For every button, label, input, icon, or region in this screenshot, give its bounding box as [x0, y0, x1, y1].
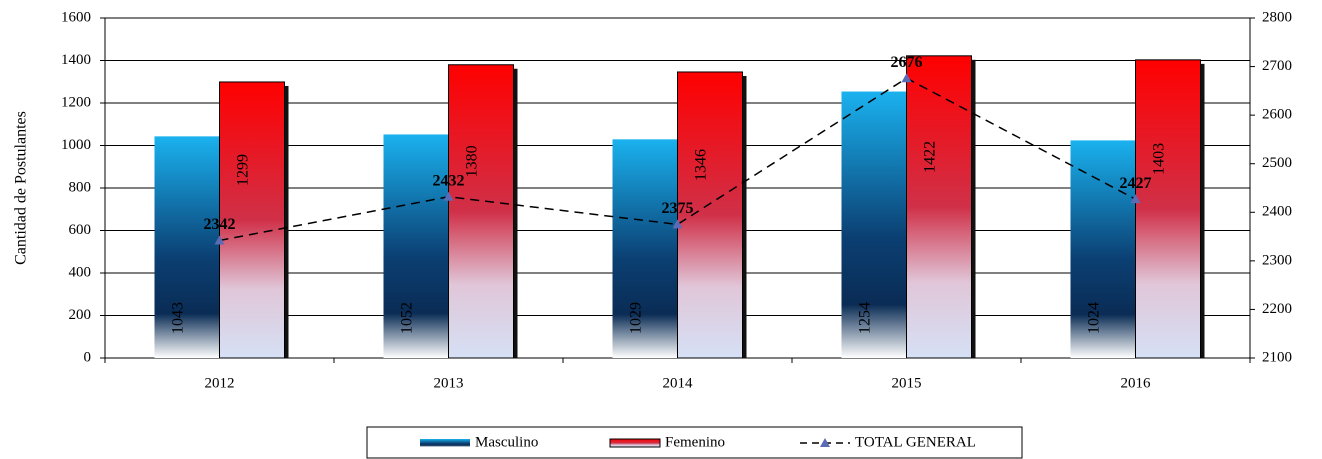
y2-tick-label: 2700 [1262, 58, 1292, 74]
data-label: 1380 [464, 145, 481, 177]
legend-label: TOTAL GENERAL [855, 434, 976, 450]
data-label: 2427 [1120, 175, 1152, 192]
data-label: 1254 [857, 302, 874, 334]
bar [448, 64, 514, 359]
y2-tick-label: 2500 [1262, 155, 1292, 171]
y2-tick-label: 2600 [1262, 107, 1292, 123]
data-label: 1052 [399, 302, 416, 334]
y-tick-label: 0 [84, 349, 92, 365]
y2-tick-label: 2100 [1262, 349, 1292, 365]
marker [443, 191, 454, 201]
y2-tick-label: 2200 [1262, 301, 1292, 317]
data-label: 1043 [170, 302, 187, 334]
legend-swatch [609, 438, 661, 448]
x-tick-label: 2016 [1121, 375, 1152, 391]
legend-swatch [820, 438, 830, 447]
bar [154, 136, 220, 358]
legend-swatch [420, 439, 470, 447]
marker [901, 73, 912, 83]
data-label: 1299 [235, 154, 252, 186]
bar [906, 55, 972, 359]
bar [219, 81, 285, 359]
x-tick-label: 2012 [205, 375, 235, 391]
legend-label: Femenino [665, 434, 725, 450]
x-tick-label: 2014 [663, 375, 694, 391]
y2-tick-label: 2300 [1262, 252, 1292, 268]
bar [612, 139, 678, 358]
y-tick-label: 600 [69, 222, 92, 238]
bar [1070, 140, 1136, 358]
data-label: 1029 [628, 302, 645, 334]
y-tick-label: 1200 [61, 94, 91, 110]
data-label: 2432 [433, 172, 465, 189]
data-label: 2676 [891, 54, 923, 71]
x-tick-label: 2015 [892, 375, 922, 391]
bar [1135, 59, 1201, 359]
marker [1130, 194, 1141, 204]
data-label: 1422 [922, 141, 939, 173]
bar [677, 71, 743, 359]
y-tick-label: 1400 [61, 52, 91, 68]
y-axis-label: Cantidad de Postulantes [13, 111, 30, 265]
legend-box [366, 426, 1023, 459]
y-tick-label: 200 [69, 307, 92, 323]
line [219, 77, 1136, 242]
marker [672, 219, 683, 229]
y2-tick-label: 2800 [1262, 9, 1292, 25]
y-tick-label: 800 [69, 179, 92, 195]
y-tick-label: 1000 [61, 137, 91, 153]
data-label: 2342 [204, 216, 236, 233]
data-label: 2375 [662, 200, 694, 217]
data-label: 1403 [1151, 143, 1168, 175]
data-label: 1024 [1086, 302, 1103, 334]
data-label: 1346 [693, 149, 710, 181]
legend-label: Masculino [475, 434, 538, 450]
marker [214, 235, 225, 245]
y2-tick-label: 2400 [1262, 204, 1292, 220]
y-tick-label: 1600 [61, 9, 91, 25]
y-tick-label: 400 [69, 264, 92, 280]
bar [841, 91, 907, 359]
x-tick-label: 2013 [434, 375, 464, 391]
bar [383, 134, 449, 358]
